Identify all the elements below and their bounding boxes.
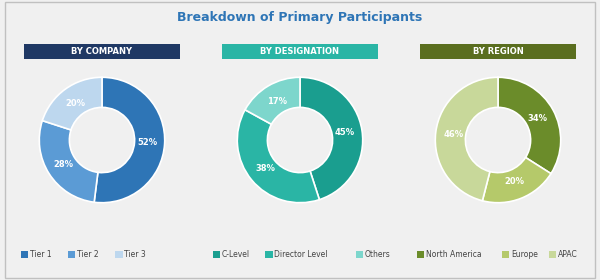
Wedge shape <box>435 77 498 201</box>
Text: North America: North America <box>425 250 481 259</box>
Wedge shape <box>237 110 319 203</box>
Text: Breakdown of Primary Participants: Breakdown of Primary Participants <box>178 11 422 24</box>
Wedge shape <box>498 77 561 174</box>
Text: 34%: 34% <box>527 114 548 123</box>
Text: Europe: Europe <box>511 250 538 259</box>
Text: Tier 2: Tier 2 <box>77 250 98 259</box>
Text: 38%: 38% <box>255 164 275 173</box>
Text: Others: Others <box>365 250 391 259</box>
Wedge shape <box>39 121 98 202</box>
Text: 46%: 46% <box>443 130 463 139</box>
Text: BY COMPANY: BY COMPANY <box>71 47 133 56</box>
Text: Tier 3: Tier 3 <box>124 250 146 259</box>
Text: BY DESIGNATION: BY DESIGNATION <box>260 47 340 56</box>
Wedge shape <box>94 77 165 203</box>
Text: 20%: 20% <box>65 99 85 108</box>
Text: C-Level: C-Level <box>221 250 250 259</box>
Text: 45%: 45% <box>335 129 355 137</box>
Text: 52%: 52% <box>137 138 157 147</box>
Wedge shape <box>245 77 300 124</box>
Text: 17%: 17% <box>267 97 287 106</box>
Text: 28%: 28% <box>54 160 74 169</box>
Wedge shape <box>482 157 551 203</box>
Text: BY REGION: BY REGION <box>473 47 523 56</box>
Text: 20%: 20% <box>505 178 524 186</box>
Text: Director Level: Director Level <box>274 250 328 259</box>
Wedge shape <box>300 77 363 200</box>
Text: APAC: APAC <box>558 250 578 259</box>
Wedge shape <box>43 77 102 130</box>
Text: Tier 1: Tier 1 <box>29 250 51 259</box>
